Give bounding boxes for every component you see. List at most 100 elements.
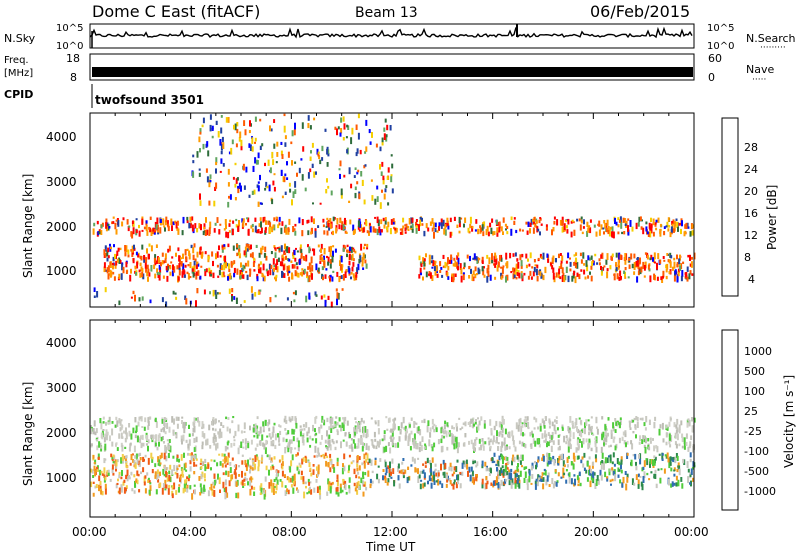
power-cell xyxy=(272,224,275,229)
power-cell xyxy=(265,181,268,188)
power-cell xyxy=(227,201,230,208)
velocity-cell xyxy=(275,474,278,479)
velocity-cell xyxy=(151,457,154,463)
power-cell xyxy=(456,224,459,228)
power-cell xyxy=(331,276,334,282)
velocity-cell xyxy=(575,418,578,425)
velocity-cell xyxy=(147,445,149,452)
power-cell xyxy=(624,276,627,279)
power-cell xyxy=(199,131,202,135)
velocity-cell xyxy=(253,491,256,496)
power-cell xyxy=(579,252,582,257)
velocity-cell xyxy=(634,425,637,430)
power-cell xyxy=(540,256,543,259)
velocity-cell xyxy=(518,440,521,445)
velocity-cell xyxy=(668,438,671,445)
power-cell xyxy=(673,224,676,232)
velocity-cell xyxy=(272,466,275,470)
velocity-cell xyxy=(528,475,531,483)
velocity-cell xyxy=(308,491,311,494)
power-cell xyxy=(627,225,629,232)
velocity-cell xyxy=(530,465,533,471)
velocity-cell xyxy=(431,446,434,452)
power-cell xyxy=(259,267,262,274)
velocity-cell xyxy=(507,433,509,437)
velocity-cell xyxy=(116,459,119,463)
power-cell xyxy=(130,296,133,299)
power-cell xyxy=(219,263,222,269)
power-cell xyxy=(310,216,313,223)
velocity-cell xyxy=(118,418,121,423)
velocity-cell xyxy=(687,446,690,452)
power-cell xyxy=(532,227,535,234)
power-cell xyxy=(158,274,161,281)
velocity-cell xyxy=(502,419,505,425)
velocity-cell xyxy=(282,437,285,441)
power-cell xyxy=(386,226,388,231)
power-cell xyxy=(148,226,151,230)
power-cell xyxy=(576,218,579,222)
power-cell xyxy=(365,119,368,126)
velocity-cell xyxy=(329,423,332,430)
velocity-cell xyxy=(392,418,395,422)
power-cell xyxy=(215,294,218,299)
power-cell xyxy=(293,129,296,136)
power-cell xyxy=(286,246,289,253)
velocity-cell xyxy=(482,445,485,451)
velocity-cell xyxy=(403,427,406,430)
velocity-cell xyxy=(315,432,318,436)
power-cell xyxy=(394,228,397,231)
power-cell xyxy=(228,230,231,233)
power-cell xyxy=(266,270,269,274)
velocity-cell xyxy=(185,481,187,489)
power-cell xyxy=(127,249,130,255)
power-cell xyxy=(258,269,260,274)
velocity-cell xyxy=(357,422,359,429)
power-cell xyxy=(402,217,405,223)
power-cell xyxy=(325,225,328,228)
velocity-cell xyxy=(160,452,163,459)
power-cell xyxy=(565,260,568,264)
power-cell xyxy=(278,248,281,251)
velocity-cell xyxy=(132,459,135,463)
velocity-cell xyxy=(134,480,136,488)
velocity-cell xyxy=(147,417,150,423)
velocity-cell xyxy=(642,466,645,470)
power-cell xyxy=(156,224,159,230)
velocity-cell xyxy=(327,440,330,445)
power-cell xyxy=(569,268,572,272)
power-cell xyxy=(229,272,232,279)
power-cell xyxy=(117,220,120,227)
velocity-cell xyxy=(633,417,636,421)
velocity-cell xyxy=(553,424,556,431)
power-cell xyxy=(683,231,686,237)
power-cell xyxy=(385,185,388,189)
power-cell xyxy=(233,260,236,264)
velocity-cell xyxy=(330,483,333,489)
power-cell xyxy=(259,174,261,181)
velocity-cell xyxy=(501,472,504,476)
power-cell xyxy=(378,226,381,233)
velocity-cell xyxy=(121,425,124,429)
velocity-cell xyxy=(270,436,272,440)
velocity-cell xyxy=(424,443,427,446)
velocity-cell xyxy=(561,427,564,431)
power-cell xyxy=(146,271,149,277)
velocity-cell xyxy=(665,424,668,429)
velocity-cell xyxy=(237,492,240,499)
power-cell xyxy=(602,266,605,271)
velocity-cell xyxy=(427,420,430,426)
power-cell xyxy=(338,168,341,171)
velocity-cell xyxy=(626,452,629,459)
power-cell xyxy=(354,167,357,170)
power-cell xyxy=(687,254,690,258)
power-cell xyxy=(120,273,123,280)
velocity-cell xyxy=(128,430,131,437)
power-cell xyxy=(263,217,266,222)
velocity-cell xyxy=(546,462,549,467)
power-cell xyxy=(343,226,346,230)
power-cell xyxy=(354,186,357,191)
power-cell xyxy=(505,228,507,231)
velocity-cell xyxy=(120,484,123,491)
power-cell xyxy=(209,124,212,132)
